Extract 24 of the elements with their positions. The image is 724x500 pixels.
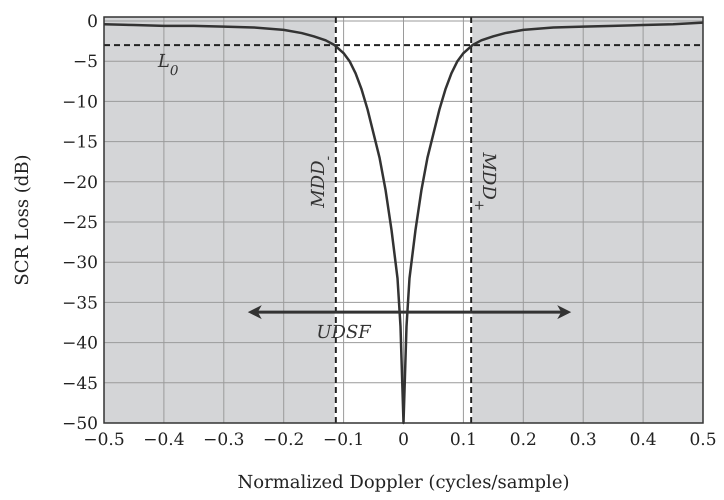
x-tick-label: 0.1 [450,430,477,450]
x-tick-label: −0.1 [322,430,364,450]
y-tick-label: −45 [62,374,98,394]
x-tick-label: −0.4 [143,430,185,450]
y-tick-label: −5 [72,52,98,72]
y-tick-label: −20 [62,172,98,193]
x-axis-title: Normalized Doppler (cycles/sample) [238,472,570,493]
y-tick-label: −40 [62,334,98,354]
annotation: UDSF [316,322,372,344]
x-tick-label: 0.4 [630,430,657,450]
ref-line-label: L$_{0}$ [156,51,179,80]
x-tick-label: 0.2 [510,430,537,450]
x-tick-label: −0.3 [203,430,244,450]
y-tick-label: 0 [87,12,98,32]
y-tick-label: −30 [62,253,98,274]
x-tick-label: 0 [398,430,409,450]
x-tick-label: −0.2 [263,430,304,450]
y-tick-label: −10 [62,92,98,112]
y-tick-label: −25 [62,213,98,234]
x-tick-label: 0.3 [570,430,597,450]
y-tick-label: −15 [62,132,98,153]
x-tick-label: 0.5 [689,430,717,450]
y-tick-label: −35 [62,293,98,314]
y-axis-title: SCR Loss (dB) [12,154,33,286]
